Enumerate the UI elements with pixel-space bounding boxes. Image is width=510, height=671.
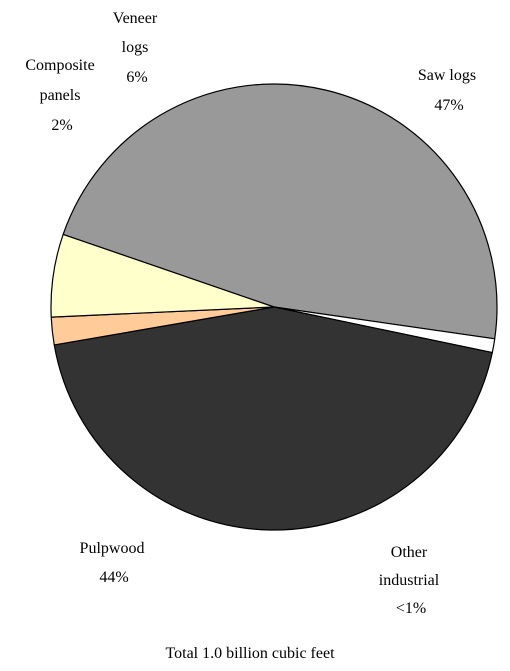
label-composite-panels: Composite panels 2% bbox=[25, 57, 98, 134]
slice-labels: Saw logs 47% Other industrial <1% Pulpwo… bbox=[25, 10, 480, 617]
slice-saw bbox=[62, 83, 498, 340]
slice-pulp bbox=[53, 306, 493, 531]
label-saw-logs: Saw logs 47% bbox=[418, 67, 480, 114]
pie-slices bbox=[50, 83, 498, 531]
chart-caption: Total 1.0 billion cubic feet bbox=[165, 645, 335, 662]
label-other-industrial: Other industrial <1% bbox=[379, 544, 443, 617]
slice-veneer bbox=[50, 233, 275, 318]
label-veneer-logs: Veneer logs 6% bbox=[113, 10, 161, 86]
label-pulpwood: Pulpwood 44% bbox=[80, 540, 149, 586]
